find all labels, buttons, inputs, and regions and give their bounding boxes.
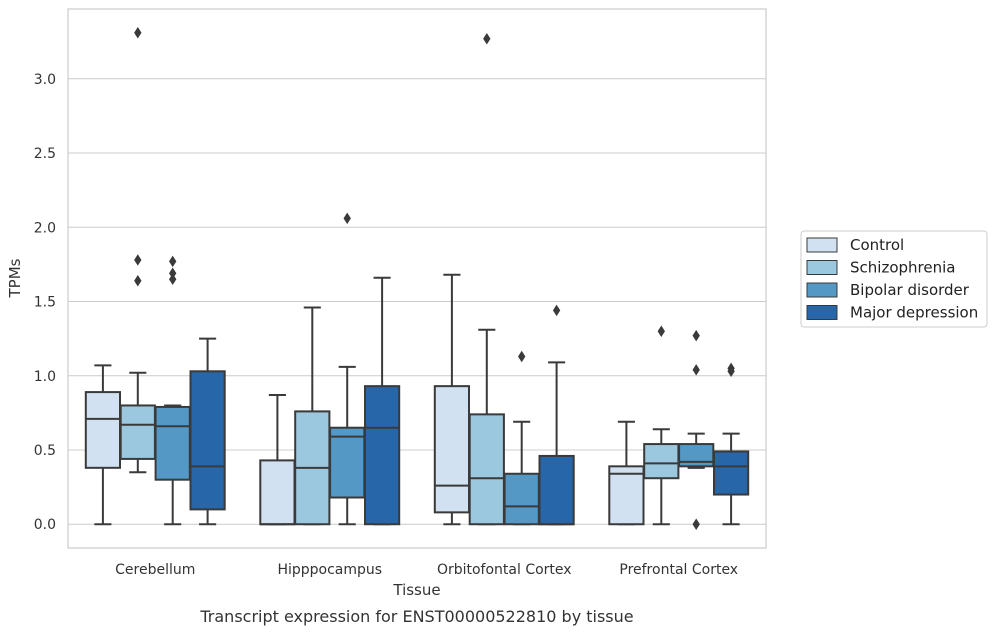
- x-tick-label: Orbitofontal Cortex: [437, 562, 572, 578]
- x-tick-label: Hipppocampus: [277, 562, 382, 578]
- chart-caption: Transcript expression for ENST0000052281…: [199, 607, 633, 626]
- legend-label: Major depression: [850, 304, 978, 322]
- y-tick-label: 0.5: [34, 443, 56, 459]
- box-layer: [84, 27, 750, 530]
- y-axis-title: TPMs: [6, 258, 24, 298]
- axis-layer: 0.0 0.5 1.0 1.5 2.0 2.5 3.0 Cerebellum Hipppocam…: [34, 8, 767, 578]
- legend: Control Schizophrenia Bipolar disorder Majo…: [800, 230, 988, 328]
- y-tick-label: 2.5: [34, 146, 56, 162]
- box: [538, 454, 575, 526]
- plot-frame: [67, 8, 767, 549]
- outlier-point: [692, 518, 700, 530]
- box: [608, 465, 645, 526]
- outlier-point: [134, 274, 142, 287]
- x-tick-label: Prefrontal Cortex: [619, 562, 738, 578]
- outlier-point: [727, 362, 735, 375]
- box: [189, 370, 226, 511]
- legend-swatch: [806, 237, 838, 253]
- outlier-point: [134, 27, 142, 39]
- box: [329, 426, 366, 499]
- x-tick-label: Cerebellum: [115, 562, 195, 578]
- box: [259, 459, 296, 526]
- legend-swatch: [806, 260, 838, 275]
- box: [433, 385, 471, 514]
- outlier-point: [657, 325, 665, 337]
- outlier-point: [518, 350, 526, 363]
- outlier-point: [134, 254, 142, 266]
- box: [84, 391, 122, 469]
- outlier-point: [692, 364, 700, 376]
- outlier-point: [169, 255, 177, 268]
- outlier-point: [483, 32, 491, 45]
- legend-label: Control: [850, 236, 904, 254]
- box: [712, 450, 750, 496]
- y-tick-label: 1.0: [34, 369, 56, 385]
- outlier-point: [552, 304, 561, 317]
- outlier-point: [169, 267, 177, 280]
- outlier-point: [169, 273, 177, 285]
- legend-frame: [800, 230, 988, 328]
- box: [154, 405, 191, 481]
- box: [119, 404, 156, 460]
- legend-swatch: [806, 305, 838, 320]
- legend-swatch: [806, 282, 838, 298]
- legend-label: Bipolar disorder: [850, 281, 970, 299]
- legend-label: Schizophrenia: [850, 259, 955, 277]
- y-tick-label: 1.5: [34, 295, 56, 311]
- y-tick-label: 0.0: [34, 517, 56, 533]
- box: [643, 443, 680, 480]
- box: [678, 443, 715, 468]
- y-tick-label: 2.0: [34, 220, 56, 236]
- y-tick-label: 3.0: [34, 72, 56, 88]
- outlier-point: [343, 212, 351, 225]
- box: [503, 472, 540, 526]
- box: [363, 385, 401, 526]
- x-axis-title: Tissue: [392, 581, 440, 599]
- outlier-point: [692, 329, 700, 342]
- box: [468, 413, 505, 526]
